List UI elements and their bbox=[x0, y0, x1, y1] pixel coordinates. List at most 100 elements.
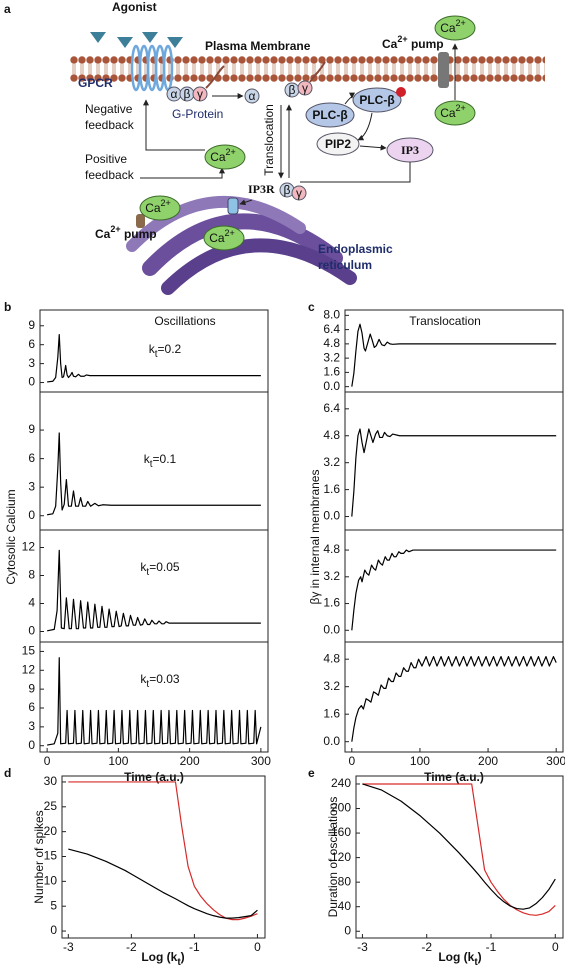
panel-label: d bbox=[4, 766, 11, 780]
label-part: =0.05 bbox=[149, 560, 180, 574]
y-tick-label: 12 bbox=[22, 540, 36, 554]
gamma bbox=[291, 185, 307, 201]
x-tick-label: 300 bbox=[251, 754, 271, 768]
g-beta-label: β bbox=[184, 87, 191, 101]
calcium bbox=[203, 225, 245, 251]
diagram: a Agonist Plasma Membrane GPCR α β γ G-P… bbox=[4, 0, 545, 295]
x-tick-label: -1 bbox=[486, 940, 497, 954]
y-axis-label: βγ in internal membranes bbox=[308, 470, 322, 605]
label: kt=0.05 bbox=[140, 560, 179, 577]
calcium-text: Ca bbox=[440, 106, 456, 120]
y-tick-label: 0 bbox=[344, 923, 351, 937]
y-tick-label: 9 bbox=[28, 422, 35, 436]
data-line bbox=[362, 783, 556, 916]
x-tick-label: 100 bbox=[410, 754, 430, 768]
y-tick-label: 240 bbox=[331, 776, 351, 790]
panel-label: c bbox=[308, 300, 315, 314]
free-alpha bbox=[244, 88, 260, 104]
calcium-label: Ca2+ bbox=[209, 228, 235, 245]
pump-sup: 2+ bbox=[397, 34, 407, 44]
data-line bbox=[351, 323, 557, 387]
data-line bbox=[47, 549, 261, 632]
x-tick-label: -2 bbox=[421, 940, 432, 954]
data-line bbox=[351, 549, 557, 631]
y-tick-label: 3.2 bbox=[323, 350, 340, 364]
y-tick-label: 1.6 bbox=[323, 596, 340, 610]
ip3r-label: IP3R bbox=[248, 182, 275, 196]
label-part: ) bbox=[478, 950, 482, 964]
data-line bbox=[362, 783, 556, 910]
calcium-sup: 2+ bbox=[226, 147, 236, 157]
y-tick-label: 12 bbox=[22, 662, 36, 676]
x-tick-label: -2 bbox=[126, 940, 137, 954]
beta-label: β bbox=[289, 83, 296, 97]
y-tick-label: 0 bbox=[28, 508, 35, 522]
calcium-nodes: Ca2+Ca2+Ca2+Ca2+Ca2+ bbox=[139, 15, 476, 251]
data-line bbox=[351, 428, 557, 517]
calcium-sup: 2+ bbox=[456, 18, 466, 28]
data-line bbox=[47, 657, 262, 746]
label-part: =0.1 bbox=[153, 452, 177, 466]
plot-frame bbox=[39, 529, 269, 643]
er-label: reticulum bbox=[318, 258, 372, 272]
subscript: t bbox=[150, 459, 153, 470]
y-tick-label: 9 bbox=[28, 318, 35, 332]
y-tick-label: 3 bbox=[28, 719, 35, 733]
lipid-anchor bbox=[309, 61, 326, 83]
plot-frame bbox=[355, 775, 564, 939]
y-tick-label: 0 bbox=[28, 375, 35, 389]
y-tick-label: 0.0 bbox=[323, 734, 340, 748]
label-part: Log (k bbox=[438, 950, 474, 964]
y-tick-label: 20 bbox=[44, 824, 58, 838]
calcium-label: Ca2+ bbox=[145, 198, 171, 215]
y-tick-label: 25 bbox=[44, 799, 58, 813]
y-tick-label: 0.0 bbox=[323, 379, 340, 393]
label: kt=0.1 bbox=[144, 452, 177, 469]
feedback-label: feedback bbox=[85, 118, 135, 132]
positive-feedback bbox=[140, 167, 225, 179]
panel-label: b bbox=[4, 300, 11, 314]
label: kt=0.03 bbox=[140, 672, 179, 689]
er bbox=[126, 196, 306, 252]
ip3-path bbox=[300, 162, 411, 183]
pump-sup: 2+ bbox=[110, 224, 120, 234]
calcium-text: Ca bbox=[209, 231, 225, 245]
y-tick-label: 80 bbox=[338, 874, 352, 888]
label-part: Log (k bbox=[141, 950, 177, 964]
y-tick-label: 30 bbox=[44, 774, 58, 788]
calcium-sup: 2+ bbox=[161, 198, 171, 208]
subscript: t bbox=[177, 957, 181, 968]
calcium-text: Ca bbox=[145, 201, 161, 215]
y-tick-label: 6.4 bbox=[323, 401, 340, 415]
x-tick-label: 0 bbox=[348, 754, 355, 768]
gpcr-label: GPCR bbox=[78, 76, 113, 90]
y-tick-label: 0.0 bbox=[323, 622, 340, 636]
label: Log (kt) bbox=[438, 950, 481, 967]
er bbox=[142, 213, 343, 276]
membrane-label: Plasma Membrane bbox=[205, 39, 311, 53]
pump-label: Ca2+ pump bbox=[95, 224, 157, 241]
label-part: =0.2 bbox=[158, 342, 182, 356]
y-tick-label: 0 bbox=[50, 923, 57, 937]
calcium-label: Ca2+ bbox=[440, 103, 466, 120]
plc bbox=[305, 102, 355, 128]
y-tick-label: 4.8 bbox=[323, 542, 340, 556]
x-tick-label: 200 bbox=[478, 754, 498, 768]
lipid-anchor bbox=[205, 65, 225, 89]
pump-ca: Ca bbox=[95, 227, 111, 241]
x-tick-label: 200 bbox=[180, 754, 200, 768]
y-tick-label: 6.4 bbox=[323, 322, 340, 336]
agonist bbox=[167, 37, 183, 48]
pump-suffix: pump bbox=[121, 227, 157, 241]
calcium-text: Ca bbox=[440, 21, 456, 35]
label-part: ) bbox=[181, 950, 185, 964]
ip3-label: IP3 bbox=[401, 143, 419, 157]
plc-label: PLC-β bbox=[359, 93, 394, 107]
label: Log (kt) bbox=[141, 950, 184, 967]
y-tick-label: 4.8 bbox=[323, 651, 340, 665]
y-tick-label: 6 bbox=[28, 451, 35, 465]
pump bbox=[438, 52, 449, 88]
ip3r bbox=[227, 197, 239, 215]
calcium-sup: 2+ bbox=[456, 103, 466, 113]
